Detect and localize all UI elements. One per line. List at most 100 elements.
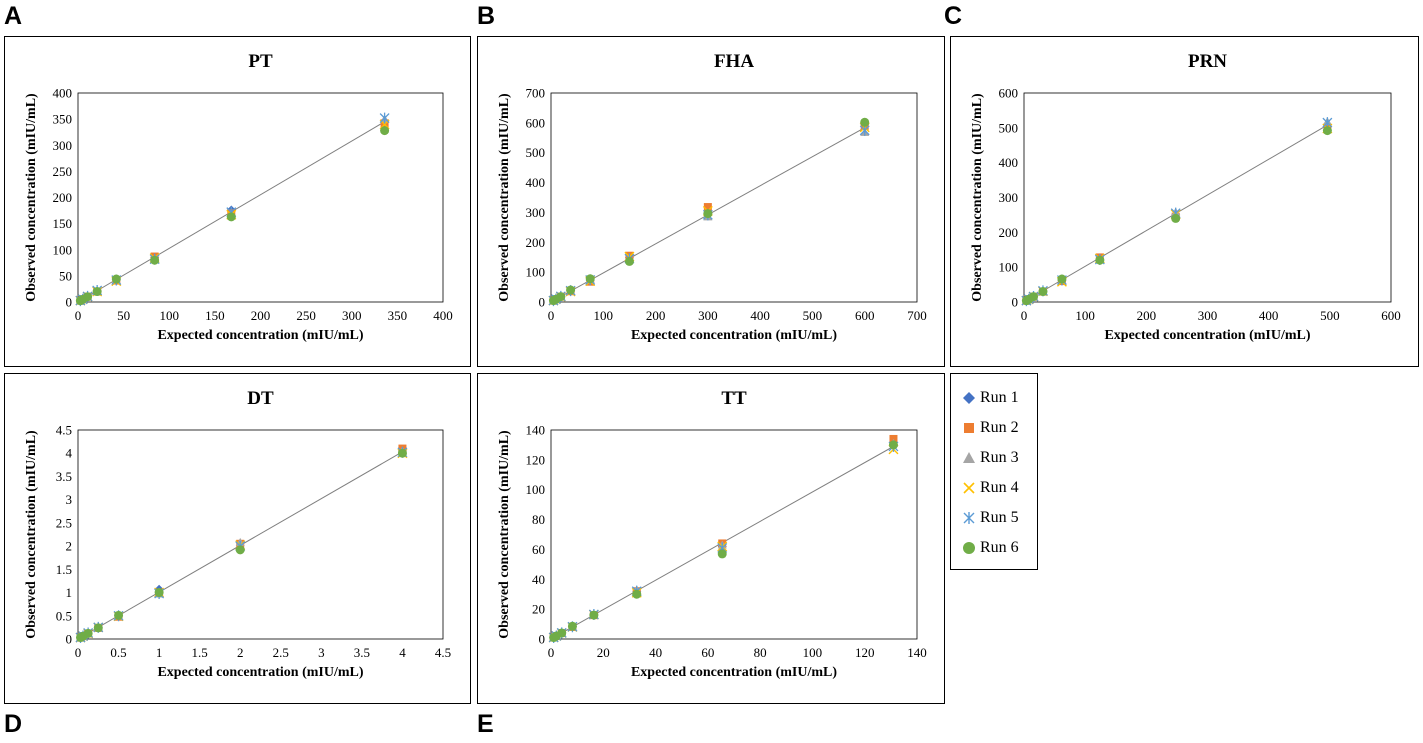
legend-item-run-5: Run 5 xyxy=(961,507,1019,529)
chart-panel-tt: TT 0 20 40 60 80 100 120 140 0 20 40 60 80 100 120 140 Ex… xyxy=(477,373,945,704)
x-axis-label: Expected concentration (mIU/mL) xyxy=(157,328,363,343)
plot-area xyxy=(77,92,444,303)
x-tick-label: 140 xyxy=(907,645,927,660)
x-tick-label: 80 xyxy=(754,645,767,660)
data-point xyxy=(1171,213,1181,223)
chart-pt: PT 0 50 100 150 200 250 300 350 400 0 50 100 150 200 25… xyxy=(24,51,453,343)
data-point xyxy=(1038,287,1048,297)
series-run-6 xyxy=(549,440,898,643)
y-tick-label: 100 xyxy=(999,260,1019,275)
x-tick-label: 4 xyxy=(399,645,406,660)
legend-item-run-6: Run 6 xyxy=(961,537,1019,559)
data-point xyxy=(1029,292,1039,302)
y-tick-label: 60 xyxy=(532,542,545,557)
data-point xyxy=(703,209,713,219)
data-point xyxy=(226,212,236,222)
data-point xyxy=(567,621,577,631)
y-tick-label: 400 xyxy=(526,175,546,190)
data-point xyxy=(154,588,164,598)
x-tick-label: 3 xyxy=(318,645,325,660)
x-tick-label: 400 xyxy=(1259,308,1279,323)
x-tick-label: 200 xyxy=(646,308,666,323)
data-point xyxy=(92,287,102,297)
y-axis-label: Observed concentration (mIU/mL) xyxy=(497,93,512,302)
legend-label: Run 2 xyxy=(980,419,1019,436)
data-point xyxy=(585,274,595,284)
data-point xyxy=(111,274,121,284)
series-run-6 xyxy=(75,126,390,306)
plot-area xyxy=(550,429,918,640)
y-tick-label: 1.5 xyxy=(56,562,72,577)
y-tick-label: 1 xyxy=(66,585,73,600)
y-tick-label: 0 xyxy=(66,632,73,647)
y-tick-label: 400 xyxy=(53,86,73,101)
x-tick-label: 400 xyxy=(750,308,770,323)
y-tick-label: 3.5 xyxy=(56,469,72,484)
y-tick-label: 600 xyxy=(999,86,1019,101)
panel-label-d: D xyxy=(4,710,23,738)
data-point xyxy=(235,545,245,555)
chart-prn: PRN 0 100 200 300 400 500 600 0 100 200 300 400 500 60… xyxy=(970,51,1401,343)
data-point xyxy=(114,610,124,620)
x-tick-label: 60 xyxy=(701,645,714,660)
x-tick-label: 0 xyxy=(548,308,555,323)
series-run-6 xyxy=(548,117,870,306)
panel-label-c: C xyxy=(944,2,963,30)
series-run-5 xyxy=(1021,117,1333,307)
y-axis-label: Observed concentration (mIU/mL) xyxy=(24,430,39,639)
plot-area xyxy=(550,92,918,303)
x-tick-label: 600 xyxy=(855,308,875,323)
y-tick-label: 700 xyxy=(526,86,546,101)
y-tick-label: 100 xyxy=(526,482,546,497)
x-axis-label: Expected concentration (mIU/mL) xyxy=(1104,328,1310,343)
x-axis-label: Expected concentration (mIU/mL) xyxy=(631,665,837,680)
data-point xyxy=(717,549,727,559)
x-tick-label: 0 xyxy=(75,645,82,660)
y-tick-label: 0 xyxy=(1012,295,1019,310)
chart-panel-dt: DT 0 0.5 1 1.5 2 2.5 3 3.5 4 4.5 0 0.5 1 1.5 2 2.5 3 3.5 4 4… xyxy=(4,373,471,704)
x-tick-label: 200 xyxy=(251,308,271,323)
chart-panel-prn: PRN 0 100 200 300 400 500 600 0 100 200 300 400 500 60… xyxy=(950,36,1419,367)
y-tick-label: 300 xyxy=(999,190,1019,205)
y-tick-label: 0 xyxy=(66,295,73,310)
x-tick-label: 200 xyxy=(1137,308,1157,323)
x-tick-label: 20 xyxy=(597,645,610,660)
data-point xyxy=(557,628,567,638)
legend-label: Run 4 xyxy=(980,479,1019,496)
chart-panel-fha: FHA 0 100 200 300 400 500 600 700 0 100 200 300 400 50… xyxy=(477,36,945,367)
x-tick-label: 50 xyxy=(117,308,130,323)
chart-title: TT xyxy=(721,388,747,409)
y-axis-label: Observed concentration (mIU/mL) xyxy=(970,93,985,302)
y-tick-label: 40 xyxy=(532,572,545,587)
y-tick-label: 4 xyxy=(66,446,73,461)
y-tick-label: 600 xyxy=(526,115,546,130)
chart-fha: FHA 0 100 200 300 400 500 600 700 0 100 200 300 400 50… xyxy=(497,51,927,343)
data-point xyxy=(380,126,390,136)
y-tick-label: 100 xyxy=(526,265,546,280)
data-point xyxy=(888,440,898,450)
triangle-marker-icon xyxy=(963,452,975,463)
data-point xyxy=(1095,255,1105,265)
legend-item-run-2: Run 2 xyxy=(961,417,1019,439)
y-tick-label: 350 xyxy=(53,112,73,127)
x-tick-label: 400 xyxy=(433,308,453,323)
chart-dt: DT 0 0.5 1 1.5 2 2.5 3 3.5 4 4.5 0 0.5 1 1.5 2 2.5 3 3.5 4 4… xyxy=(24,388,451,680)
y-axis-label: Observed concentration (mIU/mL) xyxy=(24,93,39,302)
x-tick-label: 500 xyxy=(803,308,823,323)
data-point xyxy=(379,112,390,124)
legend-label: Run 3 xyxy=(980,449,1019,466)
x-tick-label: 150 xyxy=(205,308,225,323)
y-tick-label: 400 xyxy=(999,155,1019,170)
x-marker-icon xyxy=(963,482,975,494)
panel-label-b: B xyxy=(477,2,496,30)
x-tick-label: 100 xyxy=(160,308,180,323)
y-tick-label: 80 xyxy=(532,512,545,527)
y-tick-label: 300 xyxy=(526,205,546,220)
x-tick-label: 0.5 xyxy=(110,645,126,660)
y-tick-label: 300 xyxy=(53,138,73,153)
y-tick-label: 500 xyxy=(999,120,1019,135)
x-tick-label: 500 xyxy=(1320,308,1340,323)
x-tick-label: 250 xyxy=(296,308,316,323)
data-point xyxy=(860,117,870,127)
legend-label: Run 5 xyxy=(980,509,1019,526)
